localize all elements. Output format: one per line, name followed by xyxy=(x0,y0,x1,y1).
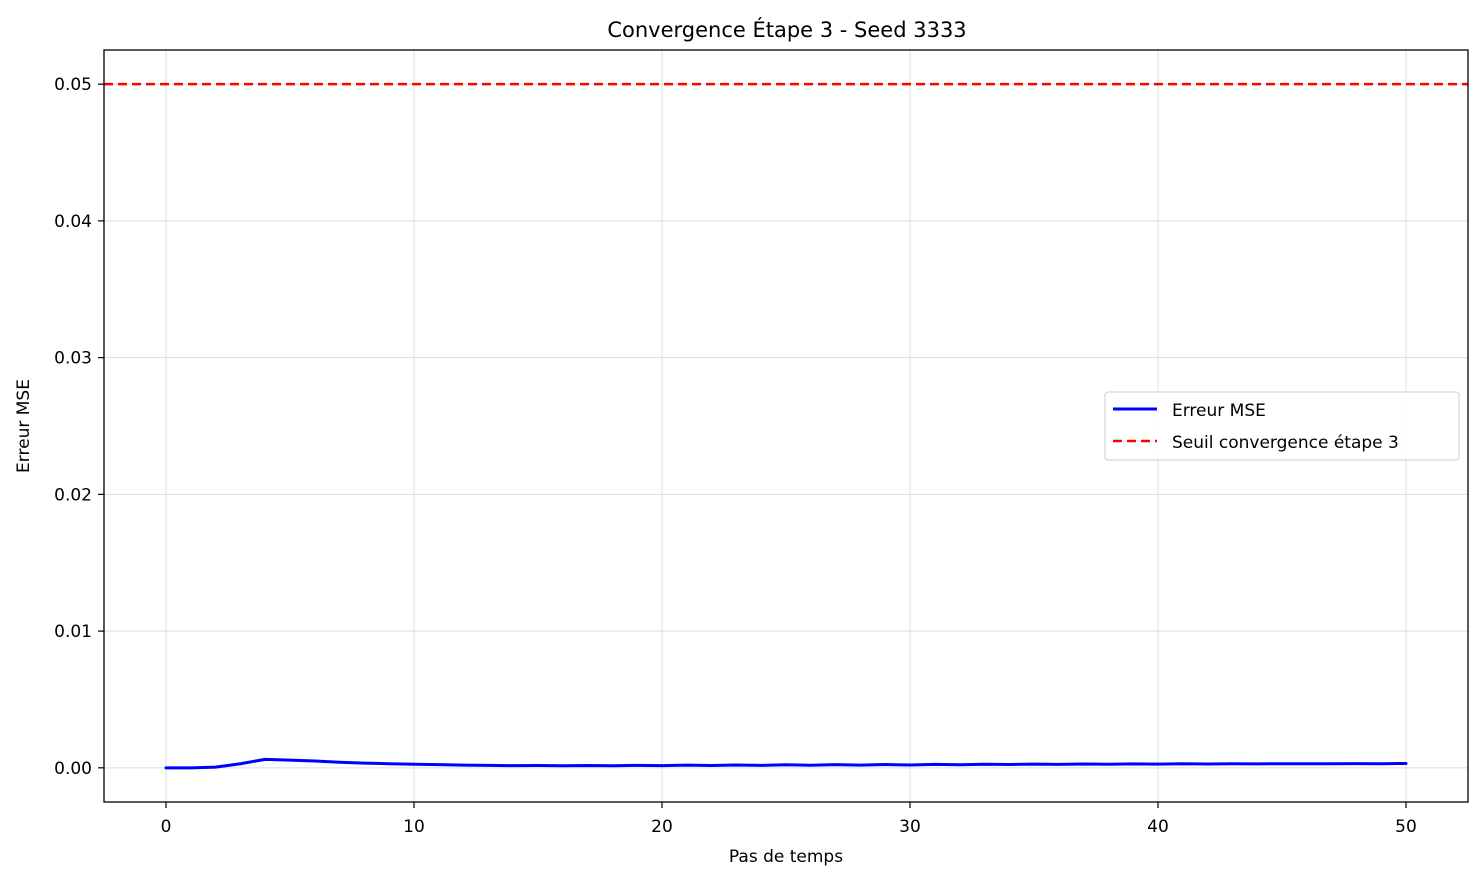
x-axis-label: Pas de temps xyxy=(729,847,843,867)
legend: Erreur MSE Seuil convergence étape 3 xyxy=(1104,391,1460,461)
chart-title: Convergence Étape 3 - Seed 3333 xyxy=(607,17,966,42)
x-tick-label: 20 xyxy=(651,817,673,837)
mse-series-line xyxy=(164,757,1408,770)
y-tick-label: 0.02 xyxy=(54,485,92,505)
y-tick-label: 0.04 xyxy=(54,212,92,232)
y-tick-label: 0.03 xyxy=(54,349,92,369)
y-tick-label: 0.01 xyxy=(54,622,92,642)
legend-frame xyxy=(1104,391,1460,461)
x-tick-label: 40 xyxy=(1147,817,1169,837)
legend-label-threshold: Seuil convergence étape 3 xyxy=(1172,433,1399,453)
x-axis: 0 10 20 30 40 50 xyxy=(161,802,1417,837)
y-tick-label: 0.05 xyxy=(54,75,92,95)
y-tick-label: 0.00 xyxy=(54,759,92,779)
x-tick-label: 10 xyxy=(403,817,425,837)
series-layer xyxy=(104,82,1468,770)
y-axis: 0.00 0.01 0.02 0.03 0.04 0.05 xyxy=(54,75,104,779)
y-axis-label: Erreur MSE xyxy=(14,379,34,473)
plot-area-frame xyxy=(103,49,1469,803)
x-tick-label: 50 xyxy=(1395,817,1417,837)
legend-label-mse: Erreur MSE xyxy=(1172,401,1266,421)
x-tick-label: 30 xyxy=(899,817,921,837)
x-tick-label: 0 xyxy=(161,817,172,837)
